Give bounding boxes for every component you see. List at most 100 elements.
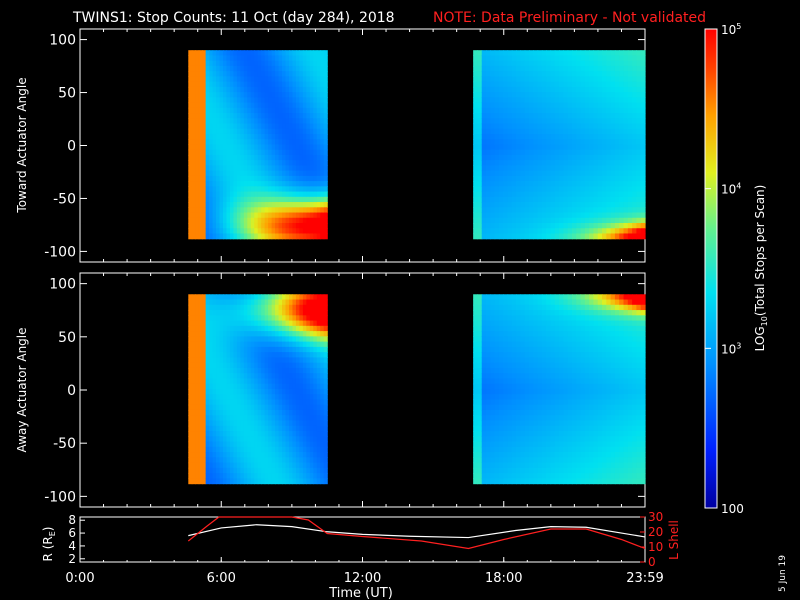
- heat-cell: [212, 404, 217, 411]
- heat-cell: [320, 415, 325, 422]
- heat-cell: [490, 478, 496, 485]
- heat-cell: [247, 86, 252, 93]
- heat-cell: [282, 160, 287, 166]
- heat-cell: [524, 357, 530, 364]
- heat-cell: [209, 294, 214, 301]
- heat-cell: [309, 181, 314, 187]
- heat-cell: [282, 299, 287, 306]
- heat-cell: [302, 320, 307, 327]
- heat-cell: [593, 113, 599, 119]
- heat-cell: [623, 118, 629, 125]
- heat-cell: [503, 467, 509, 474]
- heat-cell: [191, 336, 196, 343]
- heat-cell: [278, 431, 283, 437]
- heat-cell: [546, 50, 552, 57]
- heat-cell: [233, 388, 238, 395]
- heat-cell: [285, 165, 290, 172]
- heat-cell: [537, 81, 543, 88]
- heat-cell: [247, 352, 252, 358]
- heat-cell: [316, 128, 321, 135]
- heat-cell: [602, 217, 607, 224]
- heat-cell: [261, 71, 266, 77]
- heat-cell: [593, 123, 599, 130]
- heat-cell: [295, 102, 301, 109]
- heat-cell: [490, 373, 496, 380]
- heat-cell: [511, 175, 517, 182]
- heat-cell: [323, 452, 328, 458]
- heat-cell: [288, 217, 294, 224]
- heat-cell: [209, 128, 214, 135]
- heat-cell: [511, 478, 517, 485]
- heat-cell: [223, 357, 228, 364]
- heat-cell: [507, 212, 513, 219]
- heat-cell: [593, 175, 599, 182]
- heat-cell: [261, 144, 266, 151]
- heat-cell: [511, 128, 517, 135]
- heat-cell: [229, 404, 235, 411]
- heat-cell: [636, 60, 642, 67]
- heat-cell: [233, 170, 238, 177]
- heat-cell: [195, 196, 200, 203]
- heat-cell: [520, 107, 526, 114]
- heat-cell: [563, 222, 569, 229]
- heat-cell: [268, 133, 273, 140]
- heat-cell: [191, 452, 196, 458]
- heat-cell: [610, 55, 616, 62]
- heat-cell: [282, 467, 287, 474]
- heat-cell: [250, 50, 255, 57]
- heat-cell: [233, 154, 238, 161]
- heat-cell: [511, 420, 517, 427]
- heat-cell: [614, 175, 620, 182]
- heat-cell: [516, 71, 522, 77]
- heat-cell: [216, 441, 221, 448]
- heat-cell: [202, 92, 207, 98]
- heat-cell: [576, 123, 582, 130]
- heat-cell: [580, 186, 586, 193]
- heat-cell: [292, 399, 297, 406]
- heat-cell: [537, 102, 543, 109]
- heat-cell: [202, 399, 207, 406]
- heat-cell: [188, 186, 193, 193]
- heat-cell: [490, 383, 496, 390]
- heat-cell: [550, 217, 556, 224]
- heat-cell: [302, 65, 307, 72]
- heat-cell: [632, 212, 638, 219]
- heat-cell: [550, 191, 556, 198]
- ytick-label: 100: [49, 277, 76, 293]
- heat-cell: [198, 81, 203, 88]
- heat-cell: [520, 76, 526, 83]
- heat-cell: [243, 441, 248, 448]
- heat-cell: [632, 228, 638, 235]
- heat-cell: [494, 207, 500, 214]
- heat-cell: [636, 175, 642, 182]
- heat-cell: [546, 175, 552, 182]
- heat-cell: [257, 123, 262, 130]
- heat-cell: [606, 50, 612, 57]
- heat-cell: [299, 452, 304, 458]
- heat-cell: [302, 60, 307, 67]
- heat-cell: [507, 186, 513, 193]
- heat-cell: [257, 160, 262, 166]
- heat-cell: [306, 420, 311, 427]
- heat-cell: [511, 383, 517, 390]
- heat-cell: [219, 362, 224, 369]
- heat-cell: [191, 50, 196, 57]
- heat-cell: [285, 341, 290, 348]
- heat-cell: [494, 462, 500, 469]
- heat-cell: [306, 310, 311, 316]
- heat-cell: [306, 212, 311, 219]
- heat-cell: [323, 310, 328, 316]
- heat-cell: [323, 467, 328, 474]
- heat-cell: [226, 50, 231, 57]
- heat-cell: [212, 320, 217, 327]
- heat-cell: [309, 118, 314, 125]
- heat-cell: [528, 175, 534, 182]
- heat-cell: [528, 181, 534, 187]
- heat-cell: [593, 118, 599, 125]
- heat-cell: [247, 55, 252, 62]
- heat-cell: [219, 154, 224, 161]
- heat-cell: [198, 320, 203, 327]
- heat-cell: [511, 212, 517, 219]
- heat-cell: [627, 191, 633, 198]
- heat-cell: [271, 431, 276, 437]
